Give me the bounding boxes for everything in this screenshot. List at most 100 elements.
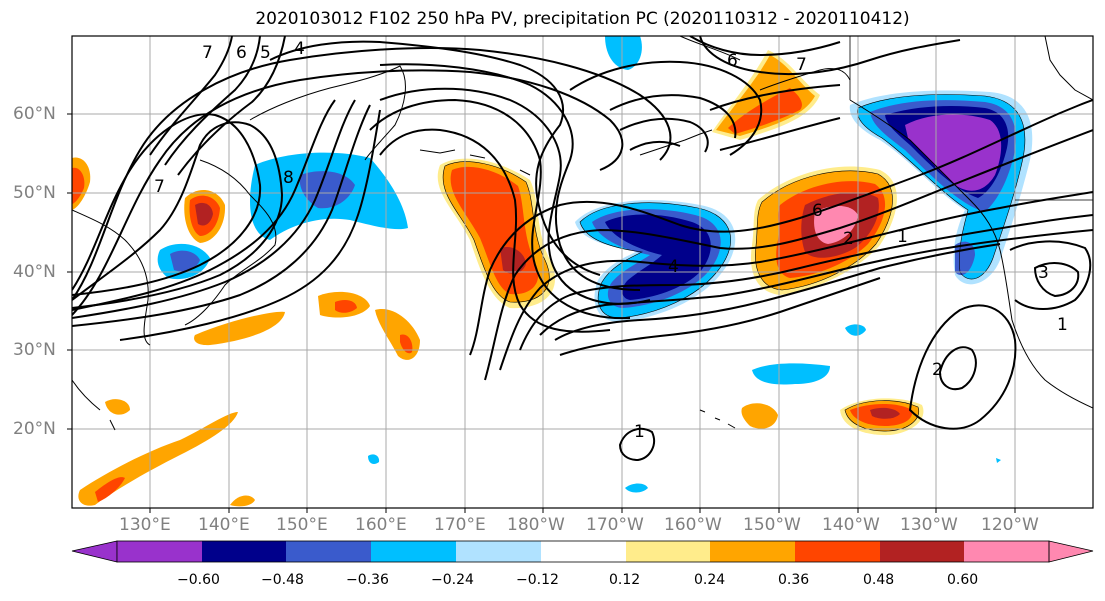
contour-label: 1 xyxy=(897,227,908,247)
colorbar-bin xyxy=(880,541,964,562)
pv-contour xyxy=(559,277,881,356)
pv-contour xyxy=(177,36,286,176)
pv-contour xyxy=(1009,240,1092,310)
lon-label: 140°E xyxy=(198,515,250,535)
contour-label: 4 xyxy=(668,257,679,277)
colorbar-extend-high xyxy=(1048,540,1094,563)
lon-label: 120°W xyxy=(981,515,1039,535)
pv-contour xyxy=(269,40,601,276)
coast-alaska xyxy=(679,36,851,91)
colorbar-tick-label: 0.36 xyxy=(778,572,810,588)
lon-label: 140°W xyxy=(822,515,880,535)
lon-label: 150°W xyxy=(743,515,801,535)
lat-label: 50°N xyxy=(13,183,56,203)
pv-contour xyxy=(164,36,261,166)
pv-contour xyxy=(609,94,737,139)
lon-label: 150°E xyxy=(276,515,328,535)
pv-contour xyxy=(369,98,631,320)
pv-contour xyxy=(149,36,233,156)
coast-aleutians-east xyxy=(639,129,713,156)
political-borders xyxy=(849,36,1093,201)
colorbar-bin xyxy=(117,541,202,562)
colorbar-frame xyxy=(116,540,1050,563)
colorbar-tick-label: 0.60 xyxy=(947,572,979,588)
pv-contour xyxy=(484,129,1093,381)
precip-shading xyxy=(72,36,1033,507)
graticule xyxy=(72,36,1093,508)
contour-label: 7 xyxy=(202,43,213,63)
pv-contour xyxy=(499,191,1093,371)
coastlines xyxy=(72,36,1093,431)
pv-contour xyxy=(618,427,656,462)
pv-contour xyxy=(519,214,1093,351)
pv-contour xyxy=(379,87,651,305)
precip-blob-small-negative xyxy=(368,36,1001,493)
colorbar-bin xyxy=(286,541,371,562)
colorbar-extend-low xyxy=(71,540,118,563)
contour-label: 7 xyxy=(796,55,807,75)
pv-contour xyxy=(539,229,1093,336)
pv-contour xyxy=(72,99,336,311)
lon-label: 170°W xyxy=(586,515,644,535)
colorbar-bin xyxy=(202,541,286,562)
pv-contour xyxy=(379,63,641,291)
precip-blob-small-positive xyxy=(72,157,924,507)
colorbar-bin xyxy=(456,541,541,562)
contour-labels: 7 6 5 4 8 7 6 7 6 2 1 4 3 1 2 1 xyxy=(154,39,1068,442)
pv-contour xyxy=(72,113,262,296)
chart-title: 2020103012 F102 250 hPa PV, precipitatio… xyxy=(255,9,910,29)
contour-label: 4 xyxy=(294,39,305,59)
colorbar-tick-label: −0.36 xyxy=(346,572,389,588)
colorbar-bin xyxy=(541,541,626,562)
lat-label: 40°N xyxy=(13,262,56,282)
pv-contour xyxy=(569,60,763,156)
lon-label: 180°W xyxy=(507,515,565,535)
coast-canada xyxy=(1044,36,1093,101)
colorbar-bin xyxy=(964,541,1049,562)
contour-label: 3 xyxy=(1038,263,1049,283)
lon-label: 130°E xyxy=(119,515,171,535)
coast-north-america xyxy=(849,99,1093,409)
colorbar-tick-label: 0.24 xyxy=(694,572,726,588)
coast-hawaii xyxy=(699,409,736,429)
pv-contour xyxy=(908,304,1017,430)
pv-contour xyxy=(554,243,1001,341)
colorbar-tick-label: −0.48 xyxy=(261,572,304,588)
colorbar-bin xyxy=(371,541,456,562)
contour-label: 2 xyxy=(932,360,943,380)
pv-contour xyxy=(72,121,284,309)
pv-contour xyxy=(379,128,611,333)
precip-outlines xyxy=(442,94,1026,432)
coast-philippines xyxy=(72,379,116,431)
contour-label: 2 xyxy=(843,229,854,249)
pv-contour xyxy=(699,36,961,76)
coast-japan xyxy=(184,159,277,326)
coast-asia xyxy=(72,209,151,346)
pv-contour xyxy=(938,346,977,391)
contour-label: 6 xyxy=(727,51,738,71)
contour-label: 6 xyxy=(236,43,247,63)
pv-contour xyxy=(709,84,841,151)
lat-label: 20°N xyxy=(13,419,56,439)
lon-label: 160°E xyxy=(355,515,407,535)
contour-label: 5 xyxy=(260,43,271,63)
coast-aleutians-west xyxy=(419,149,531,176)
lon-label: 170°E xyxy=(434,515,486,535)
pv-contour xyxy=(629,140,681,151)
pv-contours xyxy=(72,36,1093,462)
colorbar-bin xyxy=(626,541,710,562)
colorbar-tick-label: −0.24 xyxy=(431,572,474,588)
contour-label: 8 xyxy=(283,168,294,188)
lon-label: 130°W xyxy=(900,515,958,535)
pv-contour xyxy=(119,109,381,341)
axis-ticks xyxy=(67,113,1016,513)
contour-label: 1 xyxy=(1057,315,1068,335)
pv-contour xyxy=(72,69,624,316)
colorbar-tick-label: −0.60 xyxy=(177,572,220,588)
lat-label: 60°N xyxy=(13,104,56,124)
lon-label: 160°W xyxy=(664,515,722,535)
colorbar-tick-label: 0.48 xyxy=(863,572,895,588)
coast-kamchatka xyxy=(249,65,406,161)
pv-contour xyxy=(689,36,841,57)
